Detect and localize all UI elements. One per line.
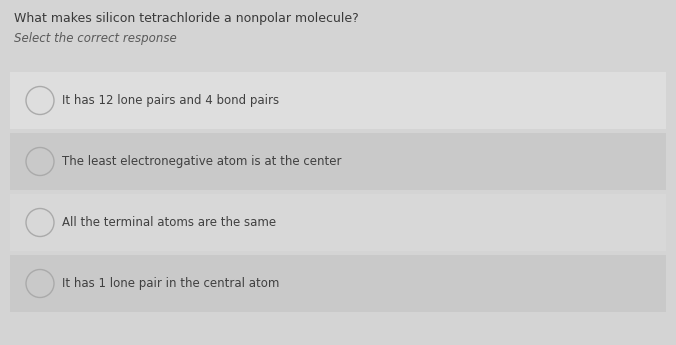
Text: All the terminal atoms are the same: All the terminal atoms are the same	[62, 216, 276, 229]
Text: The least electronegative atom is at the center: The least electronegative atom is at the…	[62, 155, 341, 168]
Bar	[10, 255, 666, 312]
Bar	[10, 133, 666, 190]
Text: What makes silicon tetrachloride a nonpolar molecule?: What makes silicon tetrachloride a nonpo…	[14, 12, 359, 25]
Bar	[10, 194, 666, 251]
Bar	[10, 72, 666, 129]
Text: It has 12 lone pairs and 4 bond pairs: It has 12 lone pairs and 4 bond pairs	[62, 94, 279, 107]
Text: It has 1 lone pair in the central atom: It has 1 lone pair in the central atom	[62, 277, 279, 290]
Text: Select the correct response: Select the correct response	[14, 32, 176, 45]
